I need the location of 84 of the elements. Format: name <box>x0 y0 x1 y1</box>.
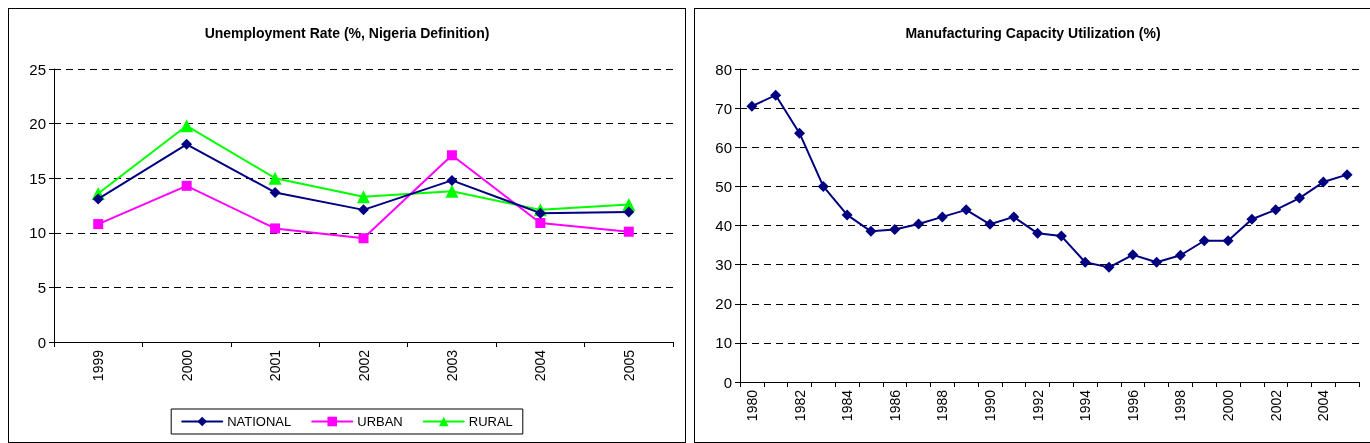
point <box>794 127 806 139</box>
point <box>984 218 996 230</box>
x-tick-label: 1992 <box>1029 389 1046 422</box>
y-tick-label: 10 <box>29 224 46 242</box>
point <box>936 211 948 223</box>
chart-title: Manufacturing Capacity Utilization (%) <box>905 25 1161 41</box>
point <box>93 219 104 230</box>
point <box>92 193 104 205</box>
point <box>181 180 192 191</box>
y-tick-label: 0 <box>37 333 46 351</box>
x-tick-label: 2004 <box>532 349 549 382</box>
point <box>445 184 459 198</box>
legend-label: RURAL <box>468 414 513 429</box>
point <box>841 209 853 221</box>
y-tick-label: 40 <box>715 217 732 234</box>
point <box>1055 230 1067 242</box>
x-tick-label: 2005 <box>620 349 637 382</box>
x-tick-label: 2002 <box>355 349 372 382</box>
point <box>269 186 281 198</box>
point <box>270 223 281 234</box>
x-tick-label: 2000 <box>1220 389 1237 422</box>
point <box>534 207 546 219</box>
y-tick-label: 70 <box>715 99 732 117</box>
point <box>1317 176 1329 188</box>
point <box>1127 249 1139 261</box>
point <box>889 223 901 235</box>
point <box>623 226 634 237</box>
point <box>865 225 877 237</box>
x-tick-label: 1986 <box>886 389 903 422</box>
point <box>1103 261 1115 273</box>
y-tick-label: 5 <box>37 278 46 296</box>
point <box>268 171 282 185</box>
point <box>623 206 635 218</box>
chart-title: Unemployment Rate (%, Nigeria Definition) <box>204 25 490 41</box>
y-tick-label: 60 <box>715 138 732 156</box>
point <box>1032 227 1044 239</box>
point <box>446 174 458 186</box>
y-tick-label: 25 <box>29 60 46 78</box>
point <box>1270 204 1282 216</box>
point <box>358 233 369 244</box>
point <box>960 204 972 216</box>
point <box>1341 169 1353 181</box>
y-tick-label: 30 <box>715 256 732 274</box>
point <box>746 100 758 112</box>
x-tick-label: 1999 <box>90 349 107 382</box>
x-tick-label: 1994 <box>1077 389 1094 422</box>
x-tick-label: 1984 <box>839 389 856 422</box>
y-tick-label: 50 <box>715 177 732 195</box>
y-tick-label: 15 <box>29 169 46 187</box>
x-tick-label: 1998 <box>1172 389 1189 422</box>
point <box>181 138 193 150</box>
point <box>1246 213 1258 225</box>
x-tick-label: 2001 <box>267 349 284 382</box>
point <box>180 119 194 133</box>
point <box>1293 192 1305 204</box>
point <box>446 150 457 161</box>
point <box>1079 256 1091 268</box>
x-tick-label: 1990 <box>981 389 998 422</box>
point <box>1174 249 1186 261</box>
point <box>358 204 369 216</box>
point <box>1151 256 1163 268</box>
point <box>535 217 546 228</box>
y-tick-label: 80 <box>715 60 732 78</box>
point <box>1198 235 1210 247</box>
x-tick-label: 1988 <box>934 389 951 422</box>
point <box>770 89 782 101</box>
x-tick-label: 2000 <box>178 349 195 382</box>
point <box>357 190 370 204</box>
x-tick-label: 2004 <box>1315 389 1332 422</box>
y-tick-label: 20 <box>715 295 732 313</box>
y-tick-label: 0 <box>723 373 732 391</box>
x-tick-label: 1996 <box>1124 389 1141 422</box>
x-tick-label: 2003 <box>443 349 460 382</box>
legend-label: URBAN <box>357 414 403 429</box>
y-tick-label: 10 <box>715 334 732 352</box>
x-tick-label: 1982 <box>791 389 808 422</box>
x-tick-label: 2002 <box>1267 389 1284 422</box>
legend-label: NATIONAL <box>227 414 292 429</box>
x-tick-label: 1980 <box>743 389 760 422</box>
point <box>913 218 925 230</box>
y-tick-label: 20 <box>29 115 46 133</box>
point <box>1008 211 1020 223</box>
point <box>1222 235 1234 247</box>
point <box>817 180 829 192</box>
